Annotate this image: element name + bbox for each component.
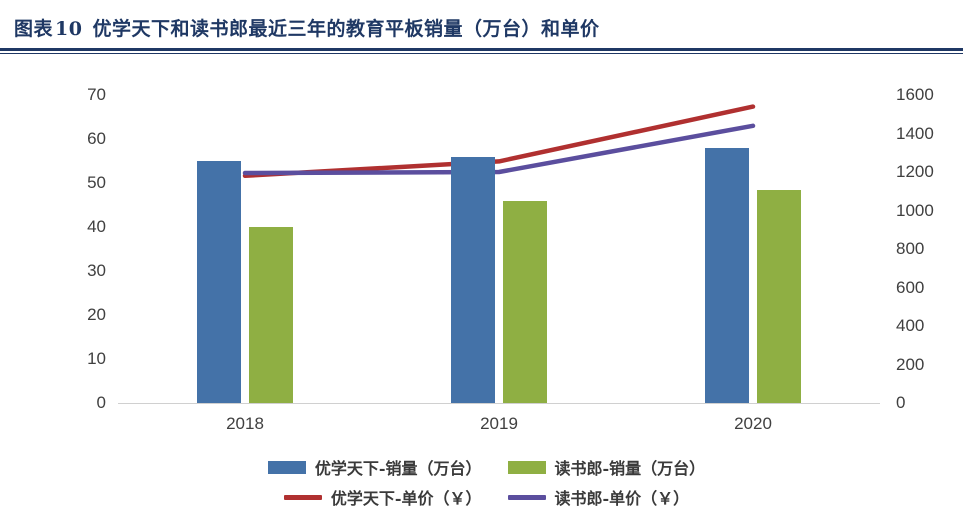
- legend-label: 读书郎-销量（万台）: [554, 459, 706, 478]
- legend-item-优学天下-单价（￥）[interactable]: 优学天下-单价（￥）: [283, 485, 482, 509]
- divider-thick-line: [0, 48, 963, 51]
- figure-label: 图表: [14, 18, 54, 40]
- left-axis-tick-30: 30: [87, 261, 106, 280]
- plot-area: [118, 95, 880, 403]
- right-axis-tick-1400: 1400: [896, 123, 934, 143]
- legend-swatch-icon: [283, 494, 322, 500]
- divider-thin-line: [0, 53, 963, 54]
- left-axis-tick-10: 10: [87, 349, 106, 368]
- right-axis-tick-0: 0: [896, 393, 906, 412]
- legend-item-读书郎-销量（万台）[interactable]: 读书郎-销量（万台）: [507, 455, 706, 479]
- x-axis-label-2019: 2019: [480, 414, 518, 433]
- left-axis-tick-40: 40: [87, 217, 106, 236]
- right-axis-tick-1600: 1600: [896, 85, 934, 104]
- legend-item-优学天下-销量（万台）[interactable]: 优学天下-销量（万台）: [267, 455, 482, 479]
- left-axis-tick-60: 60: [87, 129, 106, 148]
- left-axis-tick-70: 70: [87, 85, 106, 104]
- chart-area: 0 10 20 30 40 50 60 70 0 200 400 600 800 1000 1200 140…: [0, 62, 973, 462]
- bar-2018-series-2: [249, 227, 293, 403]
- left-axis-tick-0: 0: [96, 393, 106, 412]
- legend-row-1: 优学天下-销量（万台） 读书郎-销量（万台）: [0, 452, 973, 482]
- left-axis-tick-50: 50: [87, 173, 106, 192]
- right-axis: 0 200 400 600 800 1000 1200 1400 1600: [896, 62, 966, 462]
- line-series-2: [242, 123, 756, 176]
- bar-2020-series-1: [705, 147, 749, 403]
- bar-2020-series-2: [757, 189, 801, 403]
- right-axis-tick-400: 400: [896, 316, 925, 335]
- bar-2019-series-1: [451, 156, 495, 403]
- x-axis-label-2020: 2020: [734, 414, 772, 433]
- legend-label: 优学天下-销量（万台）: [314, 459, 482, 478]
- x-axis-label-2018: 2018: [226, 414, 264, 433]
- right-axis-tick-1200: 1200: [896, 162, 934, 181]
- bar-2019-series-2: [503, 200, 547, 403]
- legend-label: 读书郎-单价（￥）: [554, 489, 690, 508]
- legend-row-2: 优学天下-单价（￥） 读书郎-单价（￥）: [0, 482, 973, 512]
- right-axis-tick-800: 800: [896, 239, 925, 258]
- left-axis-tick-20: 20: [87, 305, 106, 324]
- chart-legend: 优学天下-销量（万台） 读书郎-销量（万台） 优学天下-单价（￥） 读书郎-单价（￥）: [0, 452, 973, 512]
- legend-swatch-icon: [267, 460, 306, 474]
- legend-item-读书郎-单价（￥）[interactable]: 读书郎-单价（￥）: [507, 485, 690, 509]
- bar-2018-series-1: [197, 161, 241, 403]
- right-axis-tick-600: 600: [896, 277, 925, 297]
- legend-label: 优学天下-单价（￥）: [330, 489, 482, 508]
- legend-swatch-icon: [507, 460, 546, 474]
- page-title: 图表 10 优学天下和读书郎最近三年的教育平板销量（万台）和单价: [14, 14, 973, 41]
- line-series-layer: [242, 104, 756, 179]
- legend-swatch-icon: [507, 494, 546, 500]
- right-axis-tick-200: 200: [896, 354, 925, 374]
- x-axis-baseline: [118, 403, 880, 404]
- right-axis-tick-1000: 1000: [896, 200, 934, 220]
- figure-number: 10: [55, 18, 83, 40]
- figure-header: 图表 10 优学天下和读书郎最近三年的教育平板销量（万台）和单价: [0, 0, 973, 41]
- header-divider: [0, 48, 973, 54]
- figure-title-text: 优学天下和读书郎最近三年的教育平板销量（万台）和单价: [92, 18, 600, 40]
- left-axis: 0 10 20 30 40 50 60 70: [38, 62, 106, 462]
